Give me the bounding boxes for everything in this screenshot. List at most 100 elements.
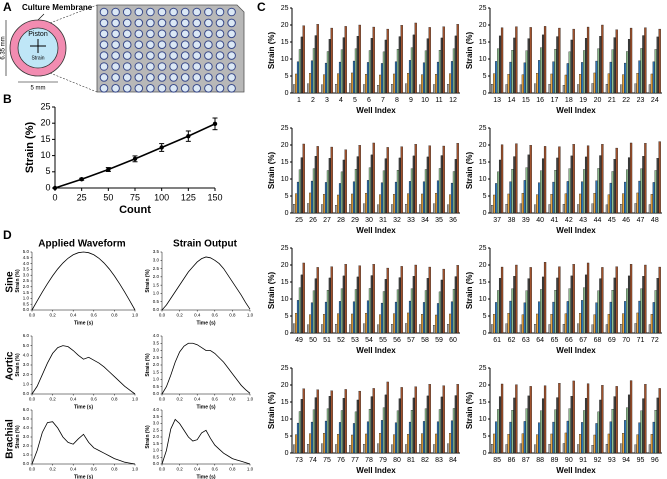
- bar: [568, 168, 571, 214]
- bar: [368, 288, 372, 334]
- bar: [326, 170, 330, 214]
- well: [169, 62, 178, 71]
- bar: [421, 193, 424, 214]
- bar: [384, 39, 387, 94]
- bar: [497, 409, 500, 454]
- x-tick-label: 40: [536, 217, 544, 224]
- bar: [638, 300, 641, 334]
- bar: [609, 421, 612, 454]
- height-label: 6.35 mm: [1, 36, 7, 59]
- bar: [626, 288, 629, 334]
- bar: [337, 434, 340, 454]
- bar: [454, 159, 457, 214]
- y-tick-label: 5.0: [23, 249, 30, 254]
- bar: [307, 203, 310, 214]
- bar: [597, 48, 600, 94]
- bar: [541, 276, 545, 334]
- bar: [543, 262, 547, 334]
- bar: [310, 180, 314, 214]
- y-tick-label: 15: [40, 134, 50, 144]
- x-tick-label: 58: [421, 337, 429, 344]
- x-tick-label: 24: [651, 97, 659, 104]
- bar: [523, 62, 526, 94]
- bar: [396, 48, 400, 94]
- bar: [599, 155, 602, 214]
- bar: [500, 383, 504, 454]
- bar: [363, 444, 366, 454]
- bar: [328, 277, 331, 334]
- bar: [536, 313, 539, 334]
- bar: [379, 74, 382, 94]
- y-tick-label: 0.5: [153, 384, 160, 389]
- bar: [370, 154, 373, 214]
- bar: [529, 267, 532, 334]
- bar: [500, 144, 504, 214]
- bar: [509, 61, 512, 94]
- bar: [354, 411, 358, 454]
- bar: [513, 276, 516, 334]
- y-tick-label: 1.5: [153, 441, 160, 446]
- bar: [356, 399, 359, 454]
- bar: [593, 314, 596, 334]
- bar: [577, 84, 580, 94]
- bar: [442, 26, 445, 94]
- well: [227, 40, 236, 50]
- y-tick-label: 15: [479, 39, 487, 46]
- well: [192, 84, 202, 93]
- bar: [307, 83, 310, 94]
- x-tick-label: 0.2: [176, 466, 183, 471]
- bar: [595, 180, 598, 214]
- well: [215, 84, 225, 93]
- bar: [314, 35, 317, 94]
- bar: [302, 143, 305, 214]
- y-tick-label: 3.0: [153, 348, 160, 353]
- bar: [538, 60, 541, 94]
- bar: [525, 50, 528, 94]
- bar: [493, 314, 496, 334]
- bar: [609, 182, 612, 214]
- bar: [611, 290, 614, 334]
- bar: [505, 323, 508, 334]
- bar: [380, 182, 384, 214]
- bar: [330, 27, 333, 94]
- bar: [456, 24, 459, 94]
- bar: [426, 156, 429, 214]
- bar: [593, 72, 596, 94]
- y-tick-label: 3.0: [23, 362, 30, 367]
- bar: [366, 300, 370, 334]
- y-tick-label: 20: [281, 262, 289, 269]
- bar: [577, 204, 580, 214]
- bar: [370, 396, 373, 454]
- bar: [613, 277, 616, 334]
- well: [134, 73, 144, 82]
- x-tick-label: 5: [353, 97, 357, 104]
- well: [146, 18, 155, 28]
- bar: [335, 324, 338, 334]
- y-axis-label: Strain (%): [15, 269, 21, 293]
- well: [99, 62, 109, 71]
- bar: [566, 181, 569, 214]
- x-tick-label: 0.6: [212, 396, 219, 401]
- x-tick-label: 0.0: [29, 312, 36, 317]
- y-axis-label: Strain (%): [267, 152, 276, 190]
- y-axis-label: Strain (%): [15, 425, 21, 449]
- y-tick-label: 2.0: [23, 284, 30, 289]
- bar: [293, 444, 296, 454]
- x-tick-label: 4: [339, 97, 343, 104]
- bar: [513, 156, 516, 214]
- bar: [398, 398, 401, 454]
- bar: [447, 204, 450, 214]
- bar: [550, 433, 553, 454]
- well: [146, 84, 155, 93]
- x-tick-label: 0.8: [229, 396, 236, 401]
- bar: [550, 314, 553, 334]
- bar: [654, 410, 657, 454]
- bar: [363, 84, 366, 94]
- x-tick-label: 12: [449, 97, 457, 104]
- y-tick-label: 4.0: [23, 425, 30, 430]
- bar: [620, 443, 623, 454]
- x-tick-label: 36: [449, 217, 457, 224]
- y-tick-label: 3.5: [153, 340, 160, 345]
- bar: [579, 313, 582, 334]
- well: [192, 40, 202, 50]
